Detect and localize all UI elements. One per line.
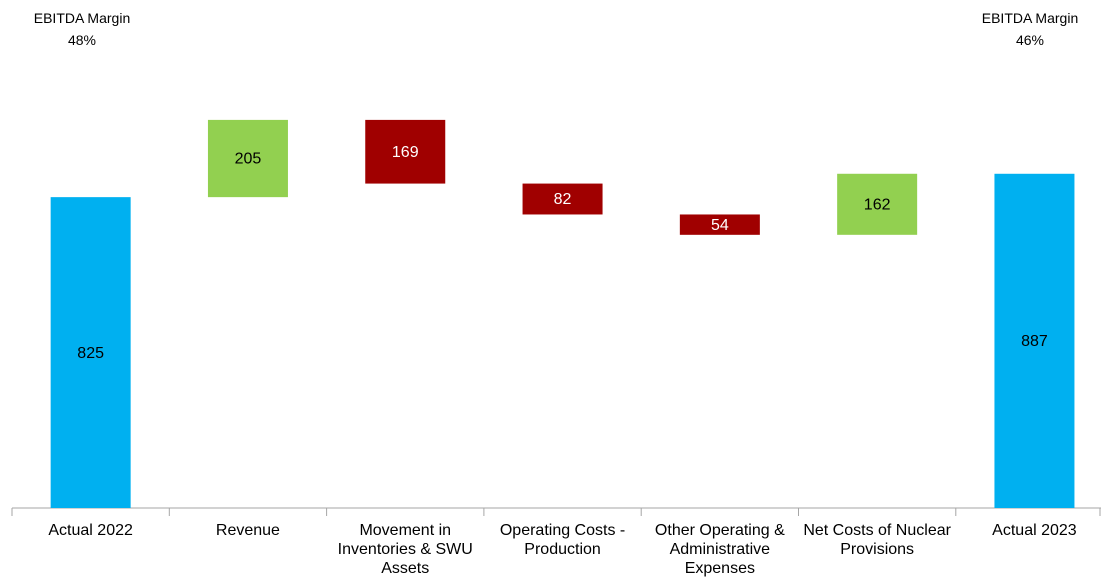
value-label: 205 (235, 151, 262, 168)
value-label: 82 (554, 191, 572, 208)
bar (207, 119, 288, 198)
annotation-label: 48% (67, 32, 97, 48)
annotation-title: EBITDA Margin (33, 10, 131, 26)
bar (365, 119, 446, 184)
bar (837, 173, 918, 235)
value-label: 54 (711, 217, 729, 234)
bar (50, 197, 131, 508)
value-label: 169 (392, 144, 419, 161)
x-tick-label: Operating Costs - Production (499, 522, 626, 558)
x-tick-label: Other Operating & Administrative Expense… (654, 522, 785, 577)
value-label: 825 (77, 345, 104, 362)
x-tick-label: Revenue (215, 522, 280, 539)
annotation-title: EBITDA Margin (981, 10, 1079, 26)
x-tick-label: Actual 2022 (48, 522, 133, 539)
x-tick-label: Actual 2023 (992, 522, 1077, 539)
bar (522, 183, 603, 215)
annotation-label: 46% (1015, 32, 1045, 48)
x-tick-label: Movement in Inventories & SWU Assets (337, 522, 473, 577)
x-tick-label: Net Costs of Nuclear Provisions (803, 522, 951, 558)
bar (679, 214, 760, 235)
bar (994, 173, 1075, 509)
value-label: 887 (1021, 333, 1048, 350)
value-label: 162 (864, 197, 891, 214)
